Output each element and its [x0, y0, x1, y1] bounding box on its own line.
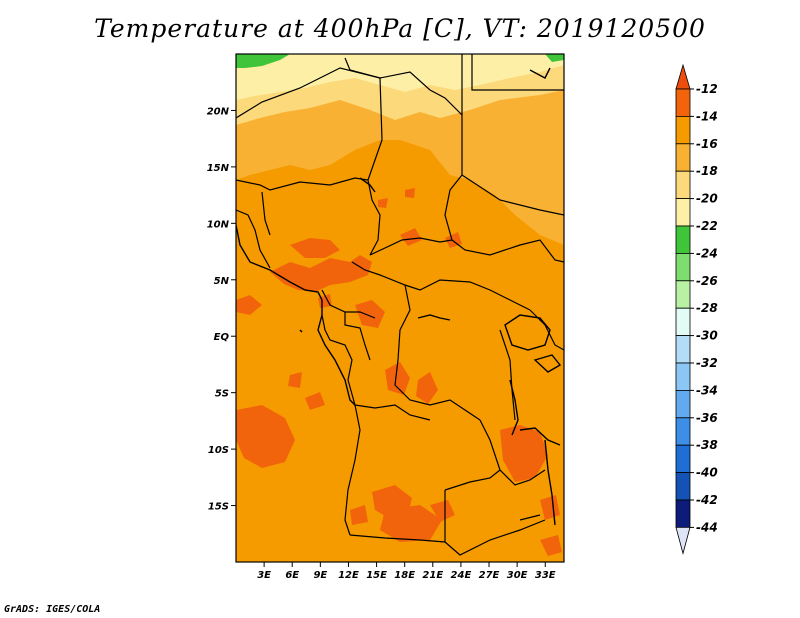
lon-tick-label: 24E	[451, 570, 472, 581]
colorbar-swatch	[675, 88, 691, 117]
colorbar-label: -44	[696, 520, 718, 534]
warm-patches	[236, 188, 562, 556]
colorbar-legend: -12 -14 -16 -18 -20 -22 -24 -26 -28 -30 -32 -34 -36 -…	[675, 63, 718, 555]
temperature-band-minus22-east	[545, 54, 564, 62]
map-panel: 20N 15N 10N 5N EQ 5S 10S 15S 3E 6E 9E 12E 15E 18E 21E…	[207, 53, 565, 581]
colorbar-label: -34	[696, 383, 718, 397]
lat-tick-label: 15S	[208, 502, 229, 513]
colorbar-label: -40	[696, 466, 718, 480]
colorbar-label: -12	[696, 82, 718, 96]
colorbar-swatch	[675, 335, 691, 364]
coastlines	[236, 67, 562, 526]
lon-tick-label: 18E	[394, 570, 415, 581]
colorbar-label: -42	[696, 493, 718, 507]
colorbar-label: -20	[696, 192, 718, 206]
colorbar-swatch	[675, 252, 691, 282]
colorbar-swatch	[675, 389, 691, 419]
lon-tick-label: 15E	[366, 570, 387, 581]
longitude-axis: 3E 6E 9E 12E 15E 18E 21E 24E 27E 30E 33E	[257, 562, 556, 581]
map-frame	[235, 53, 565, 563]
lat-tick-label: EQ	[214, 332, 230, 343]
colorbar-label: -18	[696, 164, 718, 178]
lon-tick-label: 27E	[479, 570, 500, 581]
colorbar-swatch	[675, 307, 691, 337]
colorbar-swatch	[675, 499, 691, 528]
lon-tick-label: 30E	[507, 570, 528, 581]
temperature-band-minus20	[236, 54, 564, 100]
lat-tick-label: 20N	[207, 106, 230, 117]
lon-tick-label: 9E	[313, 570, 327, 581]
lat-tick-label: 5S	[215, 389, 229, 400]
colorbar-top-arrow	[675, 63, 691, 90]
colorbar-swatch	[675, 143, 691, 172]
lat-tick-label: 10S	[208, 445, 229, 456]
lon-tick-label: 33E	[535, 570, 556, 581]
colorbar-label: -16	[696, 137, 718, 151]
map-title: Temperature at 400hPa [C], VT: 201912050…	[94, 14, 706, 43]
lat-tick-label: 10N	[207, 219, 230, 230]
lon-tick-label: 3E	[257, 570, 271, 581]
credit-text: GrADS: IGES/COLA	[4, 604, 101, 615]
colorbar-label: -28	[696, 301, 718, 315]
lon-tick-label: 21E	[422, 570, 443, 581]
colorbar-swatch	[675, 116, 691, 145]
colorbar-swatch	[675, 362, 691, 391]
country-boundaries	[236, 54, 564, 556]
colorbar-label: -14	[696, 109, 718, 123]
colorbar-swatch	[675, 170, 691, 199]
colorbar-label: -26	[696, 274, 718, 288]
lon-tick-label: 6E	[285, 570, 299, 581]
colorbar-label: -32	[696, 356, 718, 370]
colorbar-label: -22	[696, 219, 718, 233]
colorbar-label: -30	[696, 329, 718, 343]
colorbar-bottom-arrow	[675, 527, 691, 555]
colorbar-swatch	[675, 472, 691, 501]
colorbar-swatch	[675, 444, 691, 474]
lon-tick-label: 12E	[338, 570, 359, 581]
colorbar-swatch	[675, 280, 691, 309]
lat-tick-label: 15N	[207, 163, 230, 174]
colorbar-swatch	[675, 225, 691, 254]
colorbar-label: -24	[696, 246, 718, 260]
latitude-axis: 20N 15N 10N 5N EQ 5S 10S 15S	[207, 106, 236, 513]
colorbar-swatch	[675, 417, 691, 446]
colorbar-swatch	[675, 198, 691, 227]
temperature-band-minus22	[236, 54, 290, 68]
colorbar-label: -38	[696, 438, 718, 452]
colorbar-label: -36	[696, 411, 718, 425]
lat-tick-label: 5N	[214, 276, 230, 287]
